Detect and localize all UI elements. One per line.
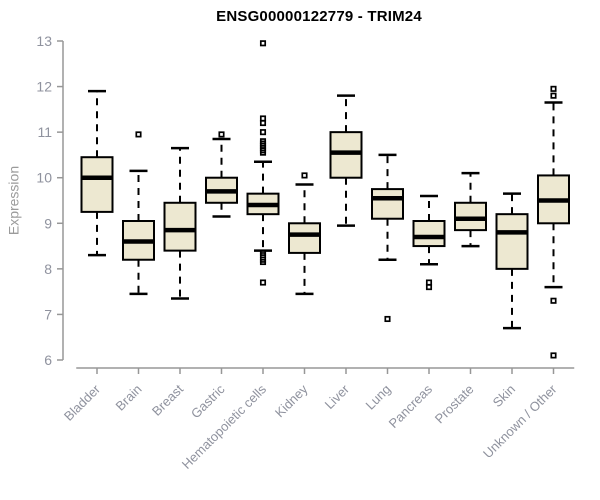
box-group-unknown-other [537,85,570,359]
x-tick-label: Prostate [432,382,477,427]
x-tick-label: Liver [322,381,353,412]
outlier-point [550,297,557,304]
x-tick-label: Gastric [188,381,228,421]
outlier-point [550,92,557,99]
box-group-brain [122,131,155,296]
y-tick-label: 10 [36,170,52,186]
y-tick-label: 11 [37,124,52,140]
x-tick-label: Lung [363,382,394,413]
outlier-point [259,119,267,127]
outlier-point [550,352,557,359]
outlier-point [135,131,142,138]
y-tick-label: 8 [44,261,52,277]
box-group-hematopoietic-cells [246,40,280,286]
y-tick-label: 7 [44,306,52,322]
y-tick-label: 12 [36,79,52,95]
outlier-point [259,129,267,136]
x-tick-label: Brain [113,382,145,414]
chart-title: ENSG00000122779 - TRIM24 [216,8,422,25]
box-group-prostate [454,171,487,248]
x-tick-label: Unknown / Other [480,381,560,461]
iqr-box [371,188,404,220]
box-group-skin [495,192,529,330]
y-tick-label: 9 [44,215,52,231]
y-tick-label: 6 [44,352,52,368]
iqr-box [329,131,363,179]
box-group-breast [163,146,197,300]
x-tick-label: Breast [149,381,186,418]
outlier-point [301,172,308,179]
iqr-box [454,201,487,232]
iqr-box [288,222,321,254]
iqr-box [412,220,446,248]
x-tick-label: Kidney [272,381,311,420]
outlier-point [259,279,267,286]
box-group-pancreas [412,194,446,291]
box-group-lung [371,153,404,323]
box-group-bladder [80,89,114,257]
x-tick-label: Skin [490,382,518,410]
y-tick-label: 13 [36,33,52,49]
outlier-point [425,284,433,291]
iqr-box [163,201,197,252]
x-tick-label: Bladder [61,381,104,424]
box-group-liver [329,94,363,227]
outlier-point [384,315,391,323]
iqr-box [495,213,529,270]
outlier-point [259,149,267,156]
x-tick-label: Pancreas [386,381,436,431]
box-group-kidney [288,172,321,296]
outlier-point [259,40,267,47]
iqr-box [80,156,114,213]
outlier-point [259,258,267,266]
outlier-point [218,131,225,138]
box-group-gastric [205,131,238,218]
outlier-point [550,85,557,92]
